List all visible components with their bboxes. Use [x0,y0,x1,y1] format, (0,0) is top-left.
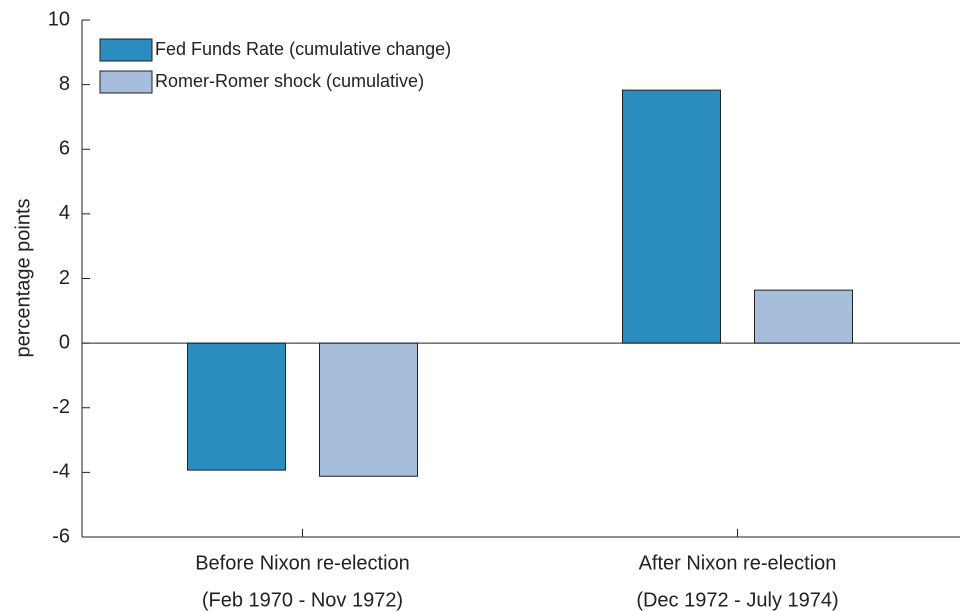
x-tick-label: (Feb 1970 - Nov 1972) [202,589,403,611]
y-axis-label: percentage points [12,198,34,357]
y-tick-label: 8 [59,73,70,95]
bar [187,342,286,471]
y-tick-label: 6 [59,138,70,160]
x-tick-label: After Nixon re-election [639,552,837,574]
y-tick-label: 2 [59,267,70,289]
x-tick-label: Before Nixon re-election [195,552,410,574]
y-tick-label: 4 [59,202,70,224]
y-tick-label: -2 [52,396,70,418]
y-tick-label: 0 [59,331,70,353]
y-tick-label: -4 [52,461,70,483]
legend-label: Fed Funds Rate (cumulative change) [155,39,451,59]
legend-label: Romer-Romer shock (cumulative) [155,71,424,91]
bar [622,89,721,344]
legend-swatch [99,38,153,62]
bar [319,342,418,477]
x-tick-label: (Dec 1972 - July 1974) [636,589,838,611]
bar [754,289,853,344]
legend-swatch [99,70,153,94]
y-tick-label: -6 [52,525,70,547]
y-tick-label: 10 [48,8,70,30]
